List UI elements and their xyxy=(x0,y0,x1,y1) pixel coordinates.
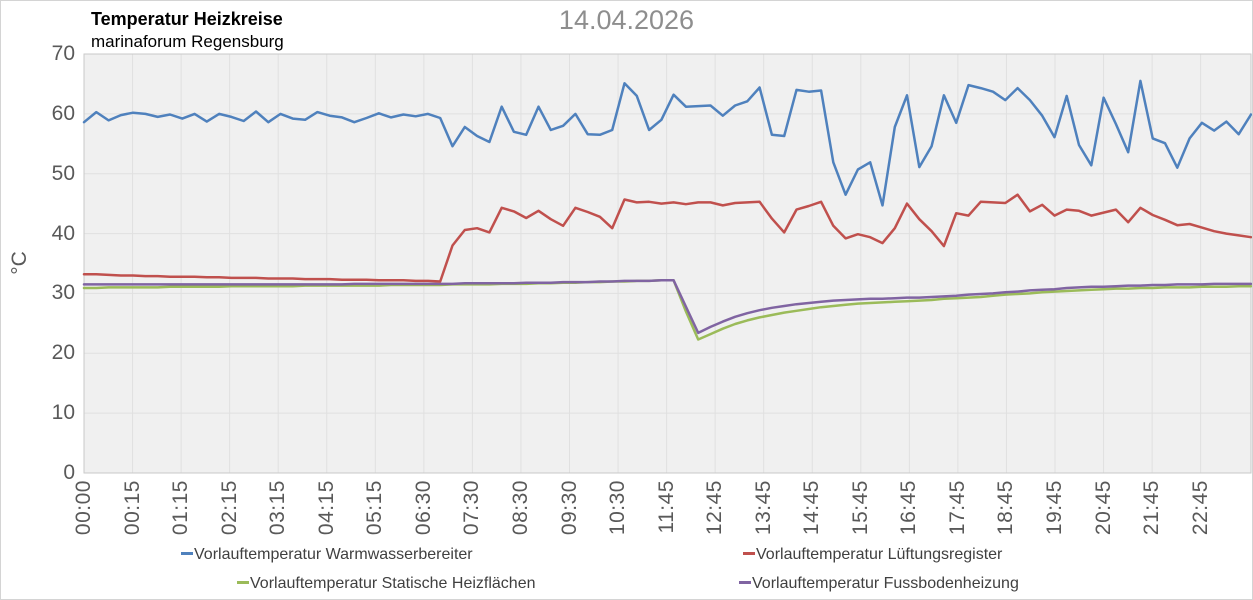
legend-label: Vorlauftemperatur Fussbodenheizung xyxy=(752,575,1019,592)
x-tick-label: 17:45 xyxy=(945,480,969,536)
x-tick-label: 21:45 xyxy=(1140,480,1164,536)
x-tick-label: 16:45 xyxy=(897,480,921,536)
legend-item-statische-heizflaechen[interactable]: Vorlauftemperatur Statische Heizflächen xyxy=(237,575,535,593)
plot-border xyxy=(83,53,1252,474)
legend-item-fussbodenheizung[interactable]: Vorlauftemperatur Fussbodenheizung xyxy=(739,575,1019,593)
y-tick-label: 40 xyxy=(51,221,75,245)
legend-label: Vorlauftemperatur Statische Heizflächen xyxy=(250,575,536,592)
legend-item-warmwasserbereiter[interactable]: Vorlauftemperatur Warmwasserbereiter xyxy=(181,546,473,564)
chart-title: Temperatur Heizkreise xyxy=(91,9,283,29)
x-tick-label: 13:45 xyxy=(751,480,775,536)
series-line-1 xyxy=(82,193,1252,283)
x-tick-label: 00:00 xyxy=(72,480,95,536)
legend-dash-icon xyxy=(743,551,755,555)
x-tick-label: 10:30 xyxy=(606,480,630,536)
legend-dash-icon xyxy=(739,580,751,584)
x-tick-label: 08:30 xyxy=(508,480,532,536)
x-tick-label: 06:30 xyxy=(411,480,435,536)
series-line-0 xyxy=(82,79,1252,207)
legend-dash-icon xyxy=(237,580,249,584)
x-tick-label: 04:15 xyxy=(314,480,338,536)
legend-label: Vorlauftemperatur Lüftungsregister xyxy=(756,546,1003,563)
x-tick-label: 14:45 xyxy=(800,480,824,536)
legend-item-lueftungsregister[interactable]: Vorlauftemperatur Lüftungsregister xyxy=(743,546,1002,564)
y-tick-label: 30 xyxy=(51,281,75,305)
y-tick-label: 0 xyxy=(63,461,75,484)
x-tick-label: 05:15 xyxy=(363,480,387,536)
x-tick-label: 18:45 xyxy=(994,480,1018,536)
legend-dash-icon xyxy=(181,551,193,555)
x-tick-label: 22:45 xyxy=(1188,480,1212,536)
plot-area xyxy=(84,54,1251,473)
y-tick-label: 20 xyxy=(51,341,75,365)
x-tick-label: 07:30 xyxy=(460,480,484,536)
x-tick-label: 11:45 xyxy=(654,480,678,534)
x-tick-label: 20:45 xyxy=(1091,480,1115,536)
x-tick-label: 00:15 xyxy=(120,480,144,536)
y-tick-label: 70 xyxy=(51,42,75,65)
y-tick-label: 10 xyxy=(51,401,75,425)
x-tick-label: 12:45 xyxy=(703,480,727,536)
chart-subtitle: marinaforum Regensburg xyxy=(91,32,284,51)
legend-label: Vorlauftemperatur Warmwasserbereiter xyxy=(194,546,473,563)
x-tick-label: 03:15 xyxy=(266,480,290,536)
date-label: 14.04.2026 xyxy=(558,5,695,35)
y-tick-label: 60 xyxy=(51,101,75,125)
y-axis-unit-label: °C xyxy=(8,251,31,275)
x-tick-label: 02:15 xyxy=(217,480,241,536)
x-tick-label: 09:30 xyxy=(557,480,581,536)
x-tick-label: 15:45 xyxy=(848,480,872,536)
series-line-3 xyxy=(82,279,1252,335)
x-tick-label: 01:15 xyxy=(169,480,193,536)
y-tick-label: 50 xyxy=(51,161,75,185)
x-tick-label: 19:45 xyxy=(1043,480,1066,536)
